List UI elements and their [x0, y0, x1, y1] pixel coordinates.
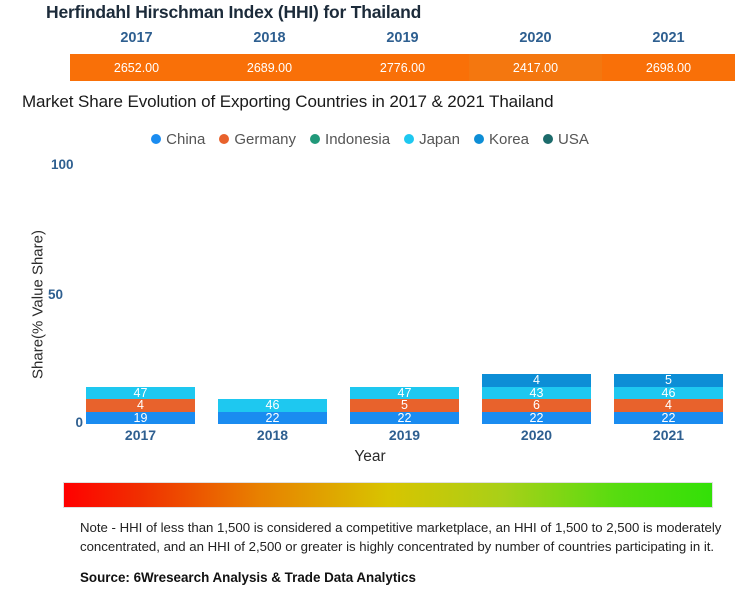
hhi-year-header-row: 2017 2018 2019 2020 2021 — [70, 30, 735, 52]
legend-item-indonesia[interactable]: Indonesia — [310, 131, 390, 148]
bar-stack: 22 4 46 5 — [614, 374, 723, 424]
legend-label: Indonesia — [325, 130, 391, 148]
legend-label: Germany — [234, 130, 297, 148]
bar-stack: 22 46 — [218, 399, 327, 424]
legend-label: USA — [558, 130, 589, 148]
bar-stack: 22 6 43 4 — [482, 374, 591, 424]
hhi-year-header: 2019 — [386, 30, 419, 46]
footnote-source: Source: 6Wresearch Analysis & Trade Data… — [80, 570, 416, 585]
bar-segment-china[interactable]: 22 — [350, 411, 459, 424]
bar-segment-japan[interactable]: 43 — [482, 386, 591, 399]
bar-stack: 19 4 47 — [86, 386, 195, 424]
bar-segment-japan[interactable]: 47 — [350, 386, 459, 399]
x-axis-title: Year — [354, 448, 386, 465]
hhi-value-cell: 2776.00 — [379, 60, 426, 75]
legend-swatch-icon — [404, 134, 415, 144]
y-axis-tick-0: 0 — [75, 415, 83, 430]
bar-column[interactable]: 22 4 46 5 — [614, 150, 723, 424]
legend-item-china[interactable]: China — [151, 131, 205, 148]
bar-segment-korea[interactable]: 5 — [614, 374, 723, 387]
hhi-year-header: 2021 — [652, 30, 685, 46]
x-axis-tick: 2017 — [124, 427, 157, 443]
bar-segment-japan[interactable]: 46 — [614, 386, 723, 399]
hhi-value-cell: 2689.00 — [246, 60, 293, 75]
x-axis-tick-labels: 2017 2018 2019 2020 2021 — [86, 427, 724, 447]
legend-item-korea[interactable]: Korea — [473, 130, 529, 148]
axis-max-label: 100 — [51, 157, 74, 172]
x-axis-tick: 2019 — [388, 427, 421, 443]
legend-label: Japan — [419, 130, 460, 148]
hhi-year-header: 2018 — [253, 30, 286, 46]
hhi-gradient-scale — [63, 482, 713, 508]
bar-segment-japan[interactable]: 47 — [86, 386, 195, 399]
legend-label: China — [166, 130, 206, 148]
y-axis-tick-50: 50 — [47, 287, 63, 302]
hhi-year-header: 2020 — [519, 30, 552, 46]
x-axis-tick: 2018 — [256, 427, 289, 443]
x-axis-tick: 2020 — [520, 427, 553, 443]
bar-segment-china[interactable]: 22 — [218, 411, 327, 424]
chart-title: Market Share Evolution of Exporting Coun… — [22, 92, 554, 111]
bar-segment-germany[interactable]: 4 — [614, 399, 723, 412]
bar-column[interactable]: 22 6 43 4 — [482, 150, 591, 424]
bar-segment-china[interactable]: 22 — [482, 411, 591, 424]
bar-group: 19 4 47 22 46 22 5 47 22 6 43 4 22 4 46 5 — [86, 150, 724, 424]
bar-column[interactable]: 22 46 — [218, 150, 327, 424]
bar-column[interactable]: 19 4 47 — [86, 150, 195, 424]
hhi-year-header: 2017 — [120, 30, 153, 46]
bar-segment-germany[interactable]: 5 — [350, 399, 459, 412]
bar-segment-china[interactable]: 22 — [614, 411, 723, 424]
hhi-value-cell: 2652.00 — [113, 60, 160, 75]
legend-swatch-icon — [151, 134, 162, 144]
legend-item-japan[interactable]: Japan — [404, 131, 460, 148]
legend-swatch-icon — [543, 134, 553, 144]
legend-swatch-icon — [473, 134, 484, 144]
chart-legend: China Germany Indonesia Japan Korea USA — [0, 128, 740, 150]
bar-stack: 22 5 47 — [350, 386, 459, 424]
footnote-note: Note - HHI of less than 1,500 is conside… — [80, 520, 722, 555]
hhi-title: Herfindahl Hirschman Index (HHI) for Tha… — [46, 2, 422, 22]
legend-label: Korea — [488, 130, 529, 148]
hhi-value-cell: 2698.00 — [645, 60, 692, 75]
y-axis-title: Share(% Value Share) — [29, 230, 47, 379]
legend-item-usa[interactable]: USA — [543, 131, 589, 148]
bar-segment-japan[interactable]: 46 — [218, 399, 327, 412]
bar-segment-germany[interactable]: 4 — [86, 399, 195, 412]
legend-item-germany[interactable]: Germany — [219, 131, 296, 148]
bar-segment-china[interactable]: 19 — [86, 411, 195, 424]
plot-area: 19 4 47 22 46 22 5 47 22 6 43 4 22 4 46 5 — [86, 150, 724, 424]
bar-segment-germany[interactable]: 6 — [482, 399, 591, 412]
legend-swatch-icon — [219, 134, 230, 144]
bar-segment-korea[interactable]: 4 — [482, 374, 591, 387]
bar-column[interactable]: 22 5 47 — [350, 150, 459, 424]
hhi-value-row: 2652.00 2689.00 2776.00 2417.00 2698.00 — [70, 54, 735, 81]
legend-swatch-icon — [310, 134, 321, 144]
hhi-value-cell: 2417.00 — [469, 54, 602, 81]
x-axis-tick: 2021 — [652, 427, 685, 443]
